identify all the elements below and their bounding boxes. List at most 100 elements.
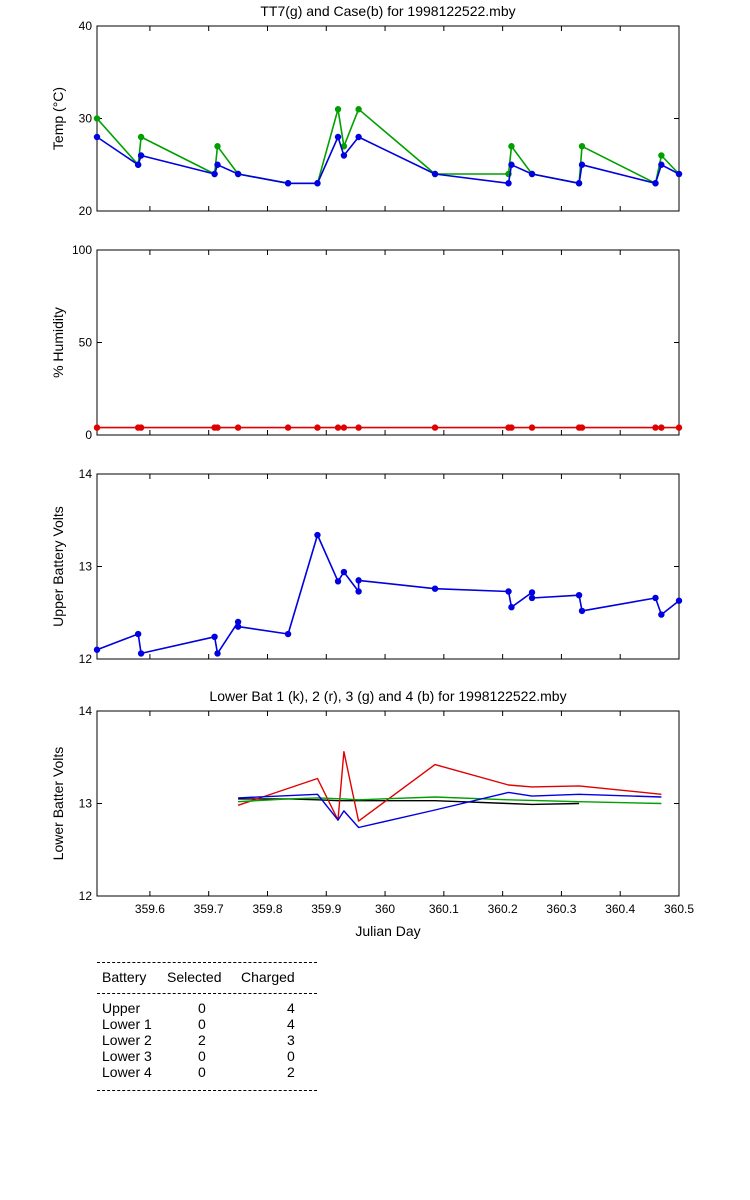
battery-table: Battery Selected Charged Upper 0 4 Lower… <box>97 962 317 1091</box>
row-selected: 2 <box>198 1032 206 1048</box>
panel-1-series-case-line <box>96 136 680 185</box>
panel-3-ytick-label: 13 <box>79 560 93 574</box>
panel-2-series-humidity-point <box>137 424 145 431</box>
panel-2-series-humidity-point <box>314 424 321 431</box>
panel-4-series-lower-4-line <box>238 791 662 829</box>
panel-3-series-upper-battery-point <box>508 604 515 611</box>
panel-2-series-humidity-point <box>528 424 536 431</box>
panel-4-xlabel: Julian Day <box>355 923 420 939</box>
panel-3-series-upper-battery-line <box>96 534 680 655</box>
row-charged: 3 <box>287 1032 295 1048</box>
table-header-divider <box>97 993 317 994</box>
panel-1-series-tt7-point <box>137 133 145 141</box>
panel-3-series-upper-battery-point <box>578 607 586 615</box>
panel-4-xtick-label: 360.4 <box>605 902 635 916</box>
panel-3-series-upper-battery-point <box>334 578 342 585</box>
panel-4-xtick-label: 359.8 <box>252 902 282 916</box>
panel-3-series-upper-battery-point <box>575 591 583 599</box>
panel-2-series-humidity-point <box>340 424 348 431</box>
panel-4-ytick-label: 14 <box>79 704 93 718</box>
panel-1-series-case-point <box>334 133 342 141</box>
panel-2-series-humidity-point <box>508 424 515 431</box>
panel-2-series-humidity-point <box>355 424 362 431</box>
panel-1-series-tt7-point <box>93 115 101 122</box>
table-bottom-divider <box>97 1090 317 1091</box>
panel-4-ytick-label: 12 <box>79 889 93 903</box>
table-top-divider <box>97 962 317 963</box>
panel-1-series-case-point <box>211 170 218 178</box>
panel-1-series-case-point <box>234 170 242 178</box>
header-battery: Battery <box>102 969 147 985</box>
panel-1-series-case-point <box>134 161 142 168</box>
panel-1-series-case-point <box>652 180 659 187</box>
panel-1-series-case-point <box>658 161 665 168</box>
panel-1-series-tt7-point <box>578 143 586 150</box>
panel-1-series-case-point <box>137 152 145 159</box>
row-battery: Lower 3 <box>102 1048 152 1064</box>
panel-3-series-upper-battery-point <box>314 531 321 539</box>
panel-1-series-case-point <box>284 180 292 187</box>
panel-1-series-tt7-point <box>334 106 342 113</box>
panel-1-series-case-point <box>214 161 221 168</box>
panel-1-series-case-point <box>508 161 515 168</box>
panel-2-ytick-label: 0 <box>85 428 92 442</box>
panel-1-frame <box>96 25 680 212</box>
panel-4-ytick-label: 13 <box>79 797 93 811</box>
panel-1-ytick-label: 20 <box>79 204 93 218</box>
panel-2-series-humidity-point <box>334 424 342 431</box>
panel-1-series-tt7-point <box>508 143 515 150</box>
panel-3-series-upper-battery-point <box>234 623 242 630</box>
panel-3-frame <box>96 473 680 660</box>
panel-2-ytick-label: 100 <box>72 243 92 257</box>
panel-1-ytick-label: 30 <box>79 112 93 126</box>
panel-3-series-upper-battery-point <box>658 611 665 618</box>
panel-1-series-case-point <box>93 133 101 141</box>
row-battery: Lower 1 <box>102 1016 152 1032</box>
row-battery: Upper <box>102 1000 141 1016</box>
table-row-upper: Upper 0 4 <box>97 1000 317 1016</box>
panel-3-ytick-label: 14 <box>79 467 93 481</box>
panel-1-series-case-point <box>314 180 321 187</box>
panel-1-series-tt7-point <box>355 106 362 113</box>
panel-3-series-upper-battery-point <box>93 646 101 653</box>
panel-1-series-case-point <box>505 180 512 187</box>
panel-1-ylabel: Temp (°C) <box>50 87 66 150</box>
panel-1-series-tt7-point <box>658 152 665 159</box>
panel-1-title: TT7(g) and Case(b) for 1998122522.mby <box>260 3 515 19</box>
panel-4-xtick-label: 360.2 <box>488 902 518 916</box>
panel-3-series-upper-battery-point <box>528 589 536 596</box>
panel-2-frame <box>96 249 680 436</box>
panel-3-series-upper-battery-point <box>340 568 348 576</box>
panel-1-series-case-point <box>675 170 683 178</box>
panel-3-series-upper-battery-point <box>284 630 292 638</box>
header-charged: Charged <box>241 969 295 985</box>
panel-4-series-lower-3-line <box>238 796 662 805</box>
panel-1-series-case-point <box>578 161 586 168</box>
panel-2-ylabel: % Humidity <box>50 307 66 378</box>
panel-1-series-tt7-point <box>214 143 221 150</box>
panel-3-ytick-label: 12 <box>79 652 93 666</box>
panel-1-series-case-point <box>528 170 536 178</box>
table-header-row: Battery Selected Charged <box>97 967 317 987</box>
panel-3-series-upper-battery-point <box>134 630 142 638</box>
table-row-lower-2: Lower 2 2 3 <box>97 1032 317 1048</box>
table-row-lower-3: Lower 3 0 0 <box>97 1048 317 1064</box>
panel-2-series-humidity-point <box>675 424 683 431</box>
row-charged: 4 <box>287 1000 295 1016</box>
panel-4-frame <box>96 710 680 897</box>
row-charged: 4 <box>287 1016 295 1032</box>
table-row-lower-4: Lower 4 0 2 <box>97 1064 317 1080</box>
panel-2-series-humidity-point <box>578 424 586 431</box>
panel-4-xtick-label: 359.7 <box>194 902 224 916</box>
panel-2-ytick-label: 50 <box>79 336 93 350</box>
panel-4-xtick-label: 360.1 <box>429 902 459 916</box>
panel-3-series-upper-battery-point <box>652 594 659 602</box>
panel-3-series-upper-battery-point <box>137 650 145 657</box>
panel-3-series-upper-battery-point <box>211 633 218 640</box>
panel-3-series-upper-battery-point <box>528 594 536 602</box>
row-battery: Lower 4 <box>102 1064 152 1080</box>
panel-4-xtick-label: 360 <box>375 902 395 916</box>
row-selected: 0 <box>198 1064 206 1080</box>
panel-1-series-case-point <box>431 170 439 178</box>
